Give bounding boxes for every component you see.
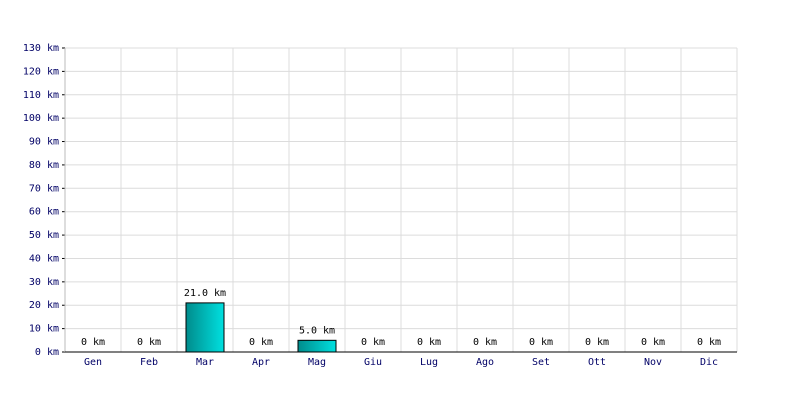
value-label: 21.0 km: [184, 288, 226, 299]
plot-area: 0 km 10 km 20 km 30 km 40 km 50 km 60 km 70 km 8…: [23, 43, 738, 368]
x-tick-label: Nov: [644, 357, 662, 368]
x-tick-label: Gen: [84, 357, 102, 368]
x-tick-label: Dic: [700, 357, 718, 368]
y-tick-label: 60 km: [29, 207, 59, 218]
value-label: 0 km: [529, 337, 553, 348]
y-tick-label: 20 km: [29, 300, 59, 311]
value-label: 0 km: [641, 337, 665, 348]
x-tick-label: Set: [532, 357, 550, 368]
y-tick-label: 110 km: [23, 90, 59, 101]
value-label: 5.0 km: [299, 325, 335, 336]
value-label: 0 km: [585, 337, 609, 348]
bar: [297, 339, 337, 353]
bar: [185, 302, 225, 353]
value-label: 0 km: [137, 337, 161, 348]
x-tick-label: Mag: [308, 357, 326, 368]
value-label: 0 km: [81, 337, 105, 348]
y-tick-label: 120 km: [23, 66, 59, 77]
x-tick-label: Feb: [140, 357, 158, 368]
value-label: 0 km: [417, 337, 441, 348]
x-tick-label: Ott: [588, 357, 606, 368]
y-tick-label: 30 km: [29, 277, 59, 288]
x-tick-label: Mar: [196, 357, 214, 368]
y-tick-label: 130 km: [23, 43, 59, 54]
x-tick-label: Giu: [364, 357, 382, 368]
y-tick-label: 10 km: [29, 324, 59, 335]
y-tick-label: 100 km: [23, 113, 59, 124]
y-tick-label: 0 km: [35, 347, 59, 358]
y-tick-label: 50 km: [29, 230, 59, 241]
y-tick-label: 80 km: [29, 160, 59, 171]
x-tick-label: Apr: [252, 357, 270, 368]
value-label: 0 km: [697, 337, 721, 348]
y-tick-label: 90 km: [29, 137, 59, 148]
value-label: 0 km: [473, 337, 497, 348]
value-label: 0 km: [249, 337, 273, 348]
y-tick-label: 70 km: [29, 183, 59, 194]
y-tick-label: 40 km: [29, 253, 59, 264]
x-tick-label: Ago: [476, 357, 494, 368]
x-tick-label: Lug: [420, 357, 438, 368]
value-label: 0 km: [361, 337, 385, 348]
